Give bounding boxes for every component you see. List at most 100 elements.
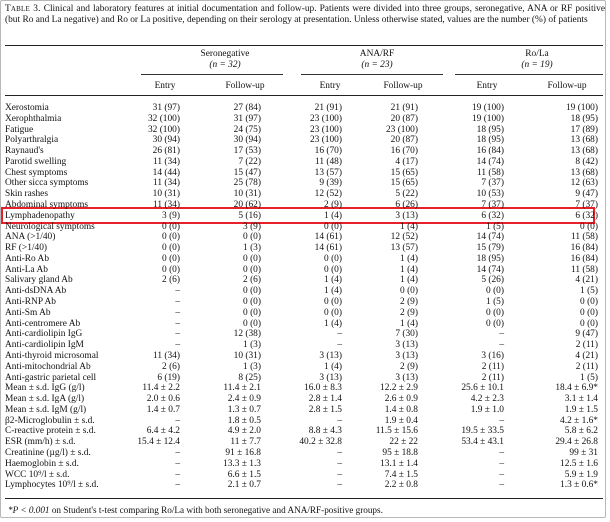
row-label: ANA (>1/40) [5,232,56,243]
table-cell: 4 (21) [575,350,598,361]
row-label: Xerophthalmia [5,113,62,124]
top-rule [5,45,603,46]
table-cell: 23 (100) [309,113,342,124]
table-cell: 8 (25) [238,372,261,383]
table-cell: 11 ± 7.7 [230,437,261,448]
group-count: (n = 32) [209,60,241,70]
table-cell: – [175,480,180,491]
table-cell: 11.4 ± 2.1 [223,383,261,394]
table-cell: 5.8 ± 6.2 [564,426,598,437]
table-cell: 5 (26) [481,275,504,286]
table-cell: 1 (5) [486,221,504,232]
table-cell: 25 (78) [233,178,261,189]
table-cell: – [337,415,342,426]
row-label: Anti-cardiolipin IgG [5,329,83,340]
row-label: Other sicca symptoms [5,178,89,189]
table-cell: 11 (48) [315,156,342,167]
table-cell: – [175,286,180,297]
footnote-text: on Student's t-test comparing Ro/La with… [49,505,383,515]
table-cell: 0 (0) [486,318,504,329]
table-cell: 4.9 ± 2.0 [227,426,261,437]
table-cell: 1 (5) [486,297,504,308]
row-label: Anti-gastric parietal cell [5,372,97,383]
table-cell: 1 (4) [324,275,342,286]
table-cell: 5 (16) [238,210,261,221]
table-cell: 23 (100) [385,124,418,135]
table-cell: 1.9 ± 0.4 [384,415,418,426]
table-cell: – [175,415,180,426]
table-cell: 1 (5) [580,286,598,297]
table-cell: 27 (84) [233,103,261,113]
table-cell: 11.5 ± 15.6 [375,426,418,437]
table-cell: 6.6 ± 1.5 [227,469,261,480]
table-cell: – [337,329,342,340]
table-cell: 0 (0) [243,297,261,308]
table-cell: 11 (58) [571,264,598,275]
row-label: β2-Microglobulin ± s.d. [5,415,95,426]
table-cell: – [499,447,504,458]
row-label: Anti-dsDNA Ab [5,286,67,297]
table-cell: – [499,480,504,491]
table-cell: 1 (4) [324,361,342,372]
table-cell: 11 (34) [153,200,180,211]
table-cell: 11.4 ± 2.2 [142,383,180,394]
table-cell: 16 (84) [570,253,598,264]
table-cell: 10 (31) [233,350,261,361]
table-cell: 32 (100) [147,113,180,124]
table-cell: 7 (37) [575,200,598,211]
table-cell: 2 (9) [400,297,418,308]
table-cell: – [499,329,504,340]
table-cell: 0 (0) [324,253,342,264]
table-cell: 0 (0) [162,232,180,243]
col-head-anarf-followup: Follow-up [383,81,423,91]
table-cell: 0 (0) [162,243,180,254]
table-cell: 2.2 ± 0.8 [384,480,418,491]
table-cell: 11 (34) [153,156,180,167]
table-cell: – [175,307,180,318]
table-cell: 0 (0) [580,318,598,329]
col-head-anarf-entry: Entry [319,81,341,91]
table-cell: 13.1 ± 1.4 [380,458,418,469]
table-cell: 3 (13) [395,372,418,383]
col-head-seroneg-followup: Follow-up [225,81,265,91]
table-cell: 25.6 ± 10.1 [461,383,504,394]
table-cell: 2.4 ± 0.9 [227,394,261,405]
col-head-seroneg-entry: Entry [154,81,176,91]
table-cell: 17 (89) [570,124,598,135]
bottom-rule [5,498,603,499]
table-cell: 7 (30) [395,329,418,340]
row-label: Lymphocytes 10⁹/l ± s.d. [5,480,99,491]
table-cell: 18.4 ± 6.9* [555,383,598,394]
group-rule-ro-la [455,74,603,75]
table-cell: 23 (100) [309,124,342,135]
table-cell: 32 (100) [147,124,180,135]
table-cell: 30 (94) [233,135,261,146]
table-cell: 14 (74) [476,232,504,243]
row-label: Anti-mitochondrial Ab [5,361,91,372]
row-label: Chest symptoms [5,167,68,178]
table-cell: 9 (47) [575,329,598,340]
table-cell: 20 (62) [233,200,261,211]
row-label: Skin rashes [5,189,48,200]
table-cell: 31 (97) [233,113,261,124]
row-label: Polyarthralgia [5,135,59,146]
group-rule-seronegative [141,74,283,75]
table-cell: 1 (3) [243,340,261,351]
table-cell: 2.1 ± 0.7 [227,480,261,491]
table-cell: 2.6 ± 0.9 [384,394,418,405]
table-cell: – [337,480,342,491]
table-cell: 0 (0) [580,221,598,232]
table-cell: 5.9 ± 1.9 [564,469,598,480]
table-cell: 19.5 ± 33.5 [461,426,504,437]
table-cell: 12 (63) [570,178,598,189]
table-cell: 0 (0) [580,297,598,308]
table-cell: 16 (84) [476,146,504,157]
table-cell: 1.3 ± 0.7 [227,404,261,415]
table-cell: 13 (68) [570,167,598,178]
table-cell: 18 (95) [570,113,598,124]
row-label: Haemoglobin ± s.d. [5,458,79,469]
group-count: (n = 23) [361,60,393,70]
table-cell: 0 (0) [243,318,261,329]
table-cell: 20 (87) [390,113,418,124]
table-cell: 11 (34) [153,178,180,189]
